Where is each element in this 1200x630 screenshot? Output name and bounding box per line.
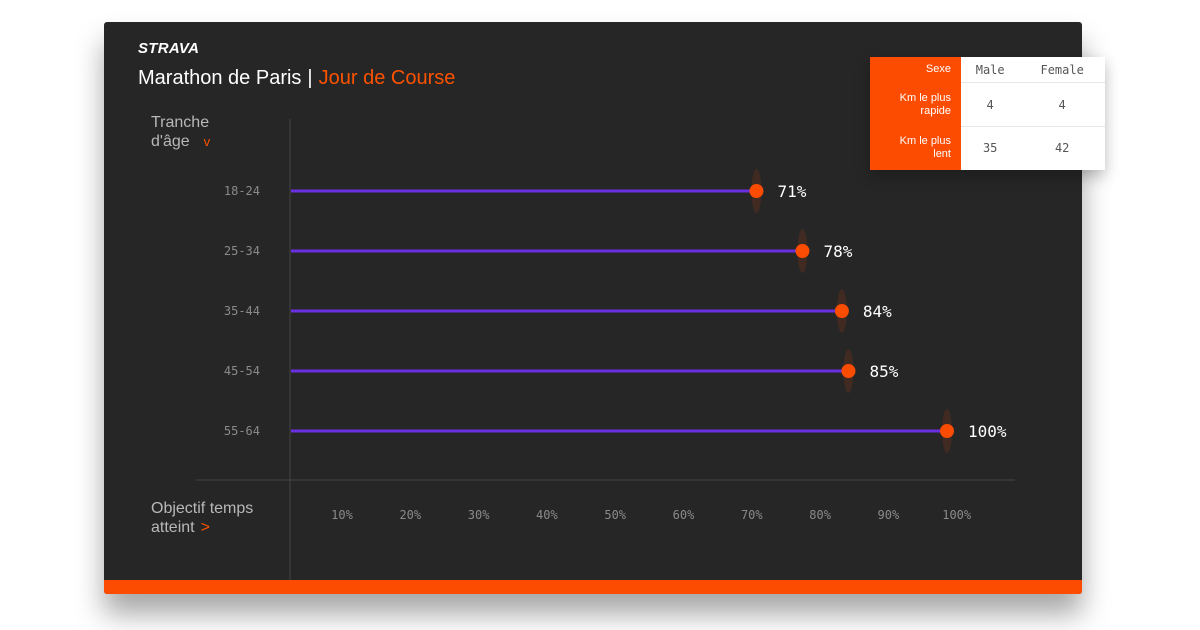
legend-table: Sexe Male Female Km le plus rapide 4 4 Km…	[870, 57, 1105, 170]
bar-marker	[834, 304, 849, 318]
age-group-selector[interactable]: Tranche d'âge v	[151, 113, 210, 151]
goal-label-line2: atteint	[151, 519, 195, 536]
legend-cell-male: 35	[982, 141, 998, 156]
x-tick-label: 90%	[878, 508, 900, 522]
event-title: Marathon de Paris	[138, 67, 302, 89]
legend-header-row: Sexe Male Female	[870, 57, 1105, 84]
y-category-label: 45-54	[224, 364, 260, 378]
value-label: 78%	[823, 242, 852, 261]
chevron-right-icon[interactable]: >	[200, 519, 210, 536]
y-category-label: 18-24	[224, 184, 260, 198]
legend-header-label: Sexe	[870, 57, 961, 83]
goal-selector[interactable]: Objectif temps atteint >	[151, 499, 253, 537]
legend-header-male: Male	[961, 57, 1020, 84]
chevron-down-icon[interactable]: v	[203, 134, 211, 149]
legend-header-female: Female	[1019, 57, 1105, 84]
bar-marker	[749, 184, 764, 198]
age-label-line2: d'âge	[151, 133, 190, 150]
value-label: 85%	[869, 362, 898, 381]
x-tick-label: 40%	[536, 508, 558, 522]
x-tick-label: 10%	[331, 508, 353, 522]
x-tick-label: 20%	[399, 508, 421, 522]
event-subtitle: Jour de Course	[318, 67, 456, 89]
x-tick-label: 70%	[741, 508, 763, 522]
lollipop-chart: 10% 20% 30% 40% 50% 60% 70% 80% 90% 100% 18-24 71% 2…	[196, 119, 1015, 580]
y-category-label: 35-44	[224, 304, 260, 318]
x-tick-label: 100%	[942, 508, 972, 522]
legend-row: Km le plus lent 35 42	[870, 126, 1105, 170]
bar-marker	[795, 244, 810, 258]
legend-cell-female: 4	[1019, 82, 1105, 127]
x-tick-label: 60%	[673, 508, 695, 522]
title-separator: |	[307, 67, 313, 89]
age-label-line1: Tranche	[151, 114, 210, 131]
x-tick-label: 80%	[809, 508, 831, 522]
value-label: 84%	[863, 302, 892, 321]
accent-bar	[104, 580, 1082, 594]
y-category-label: 55-64	[224, 424, 260, 438]
legend-row-label: Km le plus lent	[870, 126, 961, 170]
y-category-label: 25-34	[224, 244, 260, 258]
legend-cell-male: 4	[961, 82, 1020, 127]
legend-row-label: Km le plus rapide	[870, 82, 961, 127]
legend-row: Km le plus rapide 4 4	[870, 82, 1105, 127]
bar-marker	[940, 424, 954, 438]
strava-logo: STRAVA	[138, 40, 200, 57]
page-title: Marathon de Paris | Jour de Course	[138, 67, 455, 90]
goal-label-line1: Objectif temps	[151, 500, 254, 517]
value-label: 100%	[968, 422, 1007, 441]
x-tick-label: 30%	[468, 508, 490, 522]
value-label: 71%	[777, 182, 806, 201]
bar-marker	[841, 364, 856, 378]
x-tick-label: 50%	[604, 508, 626, 522]
legend-cell-female: 42	[1054, 141, 1070, 156]
